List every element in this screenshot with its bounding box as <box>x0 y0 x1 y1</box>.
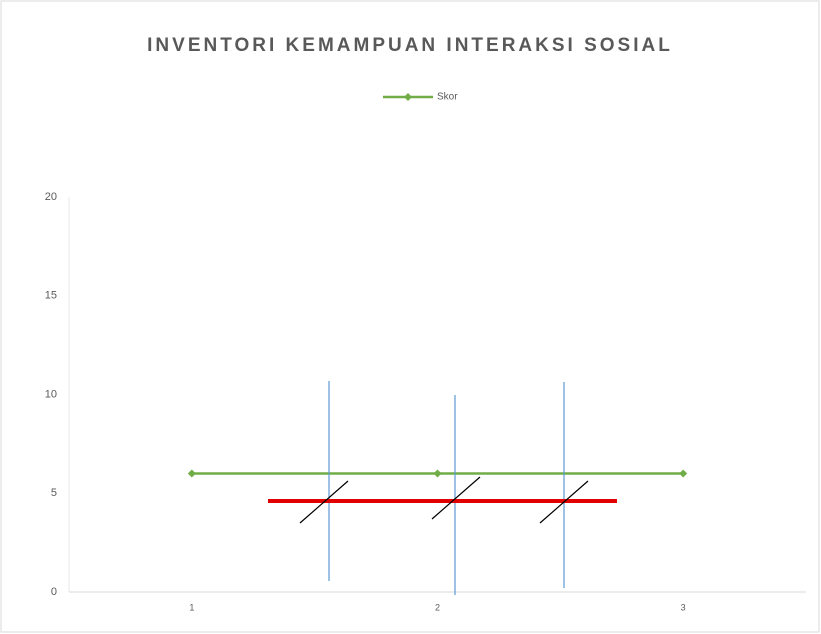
legend-label: Skor <box>437 92 458 103</box>
x-tick-label: 3 <box>681 602 686 612</box>
plot <box>187 469 688 478</box>
data-point <box>433 469 442 478</box>
annotation-line <box>299 480 349 524</box>
annotation-line <box>539 480 589 524</box>
annotation-line <box>431 476 481 520</box>
y-tick-label: 5 <box>51 487 57 499</box>
annotations <box>268 381 617 595</box>
x-tick-label: 1 <box>189 602 194 612</box>
data-point <box>187 469 196 478</box>
y-tick-label: 20 <box>45 191 57 203</box>
data-point <box>679 469 688 478</box>
chart-title: INVENTORI KEMAMPUAN INTERAKSI SOSIAL <box>147 35 673 56</box>
y-tick-label: 15 <box>45 290 57 302</box>
legend-marker <box>404 93 412 101</box>
y-tick-label: 10 <box>45 388 57 400</box>
y-tick-label: 0 <box>51 586 57 598</box>
x-tick-label: 2 <box>435 602 440 612</box>
